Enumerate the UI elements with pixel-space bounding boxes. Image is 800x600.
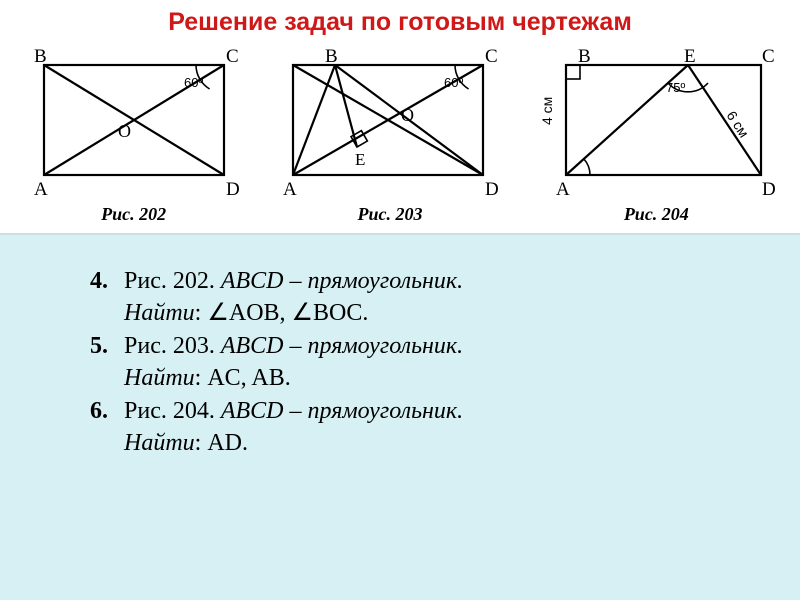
figure-203-caption: Рис. 203 xyxy=(357,204,422,225)
figure-202: A B C D O 60º Рис. 202 xyxy=(24,45,244,225)
svg-text:D: D xyxy=(485,179,499,200)
figure-202-svg: A B C D O 60º xyxy=(24,45,244,200)
figure-202-caption: Рис. 202 xyxy=(101,204,166,225)
svg-text:C: C xyxy=(762,46,775,67)
problem-4: 4. Рис. 202. ABCD – прямоугольник. xyxy=(90,265,772,297)
svg-text:B: B xyxy=(34,46,47,67)
problem-5-num: 5. xyxy=(90,330,124,362)
svg-text:E: E xyxy=(684,46,696,67)
problem-6: 6. Рис. 204. ABCD – прямоугольник. xyxy=(90,395,772,427)
svg-text:75º: 75º xyxy=(666,80,685,95)
problem-6-shape: ABCD – прямоугольник. xyxy=(221,398,463,424)
svg-text:C: C xyxy=(485,46,498,67)
problem-5-shape: ABCD – прямоугольник. xyxy=(221,333,463,359)
svg-text:D: D xyxy=(762,179,776,200)
svg-text:B: B xyxy=(325,46,338,67)
svg-text:A: A xyxy=(283,179,297,200)
problem-4-find: Найти: ∠AOB, ∠BOC. xyxy=(124,297,772,329)
svg-text:E: E xyxy=(355,150,365,169)
svg-text:4 см: 4 см xyxy=(539,97,555,125)
slide-title: Решение задач по готовым чертежам xyxy=(0,0,800,41)
figure-204: A B C D E 75º 4 см 6 см Рис. 204 xyxy=(536,45,776,225)
figure-203-svg: A B C D O E 60º xyxy=(275,45,505,200)
svg-text:O: O xyxy=(118,121,131,141)
problem-4-fig: Рис. 202. xyxy=(124,268,215,294)
svg-text:A: A xyxy=(556,179,570,200)
svg-text:60º: 60º xyxy=(184,75,203,90)
svg-text:60º: 60º xyxy=(444,75,463,90)
problem-6-num: 6. xyxy=(90,395,124,427)
problem-6-find: Найти: AD. xyxy=(124,427,772,459)
slide: Решение задач по готовым чертежам A B C … xyxy=(0,0,800,600)
problem-5-fig: Рис. 203. xyxy=(124,333,215,359)
figure-204-svg: A B C D E 75º 4 см 6 см xyxy=(536,45,776,200)
figures-row: A B C D O 60º Рис. 202 xyxy=(0,41,800,234)
problem-4-shape: ABCD – прямоугольник. xyxy=(221,268,463,294)
problem-4-num: 4. xyxy=(90,265,124,297)
figure-203: A B C D O E 60º Рис. 203 xyxy=(275,45,505,225)
svg-text:C: C xyxy=(226,46,239,67)
figure-204-caption: Рис. 204 xyxy=(624,204,689,225)
svg-text:A: A xyxy=(34,179,48,200)
problem-5-find: Найти: AC, AB. xyxy=(124,362,772,394)
svg-text:O: O xyxy=(401,105,414,125)
problem-6-fig: Рис. 204. xyxy=(124,398,215,424)
problems-block: 4. Рис. 202. ABCD – прямоугольник. Найти… xyxy=(0,234,800,600)
svg-text:D: D xyxy=(226,179,240,200)
problem-5: 5. Рис. 203. ABCD – прямоугольник. xyxy=(90,330,772,362)
svg-text:B: B xyxy=(578,46,591,67)
